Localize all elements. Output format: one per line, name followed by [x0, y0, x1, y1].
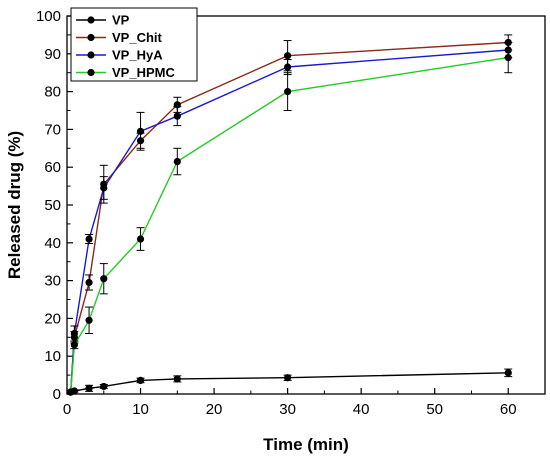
series-line — [70, 56, 509, 393]
x-tick-label: 30 — [279, 401, 296, 418]
y-tick-label: 10 — [44, 348, 61, 365]
data-point — [85, 278, 93, 287]
data-point — [85, 316, 93, 324]
data-point — [173, 157, 181, 166]
data-point — [284, 52, 292, 60]
series-lines — [70, 41, 509, 393]
series-marks — [66, 34, 513, 396]
data-point — [100, 382, 108, 391]
y-tick-label: 100 — [36, 8, 61, 25]
legend: VP VP_Chit VP_HyA VP_HPMC — [70, 7, 198, 82]
legend-marker — [87, 33, 95, 42]
legend-label: VP_HyA — [112, 48, 163, 63]
x-axis-title: Time (min) — [263, 435, 349, 454]
x-tick-label: 20 — [206, 401, 223, 418]
legend-marker — [87, 16, 95, 24]
x-tick-label: 0 — [63, 401, 71, 418]
data-point — [136, 235, 145, 243]
data-point — [504, 53, 512, 62]
data-point — [136, 376, 145, 384]
data-point — [85, 384, 93, 392]
data-point — [100, 275, 108, 283]
data-point — [70, 329, 78, 338]
legend-label: VP — [112, 13, 130, 28]
data-point — [504, 369, 512, 377]
legend-label: VP_Chit — [112, 30, 163, 45]
y-tick-label: 50 — [44, 197, 61, 214]
y-tick-label: 70 — [44, 121, 61, 138]
data-point — [284, 374, 292, 382]
x-tick-label: 60 — [500, 401, 517, 418]
x-tick-label: 50 — [426, 401, 443, 418]
data-point — [284, 63, 292, 71]
y-tick-label: 40 — [44, 235, 61, 252]
series-line — [70, 41, 509, 393]
data-point — [85, 235, 93, 243]
series-line — [70, 49, 509, 393]
ticks: 0 10 20 30 40 50 60 0 10 20 30 40 50 60 70 80 90 100 — [36, 8, 517, 418]
data-point — [173, 112, 181, 120]
data-point — [100, 184, 108, 192]
y-tick-label: 80 — [44, 84, 61, 101]
y-tick-label: 20 — [44, 310, 61, 327]
y-tick-label: 30 — [44, 273, 61, 290]
y-tick-label: 60 — [44, 159, 61, 176]
data-point — [67, 388, 75, 396]
legend-marker — [87, 68, 95, 77]
x-tick-label: 40 — [353, 401, 370, 418]
y-axis-title: Released drug (%) — [5, 131, 24, 279]
data-point — [70, 341, 78, 349]
y-tick-label: 0 — [53, 386, 61, 403]
x-tick-label: 10 — [132, 401, 149, 418]
legend-label: VP_HPMC — [112, 65, 175, 80]
data-point — [136, 127, 145, 135]
y-tick-label: 90 — [44, 46, 61, 63]
legend-marker — [87, 51, 95, 59]
legend-box — [70, 7, 198, 82]
data-point — [284, 88, 292, 96]
data-point — [173, 375, 181, 383]
